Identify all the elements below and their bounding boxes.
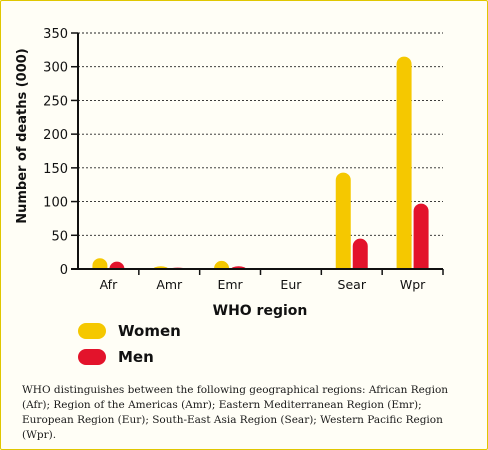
legend-label-women: Women bbox=[118, 322, 181, 340]
bar-women-afr bbox=[92, 258, 108, 269]
y-tick-label: 300 bbox=[43, 61, 68, 76]
x-axis-ticks: Afr Amr Emr Eur Sear Wpr bbox=[100, 269, 444, 292]
bar-women-wpr bbox=[396, 56, 412, 269]
bar-chart: 0 50 100 150 200 250 300 350 Afr Amr Emr Eur Sear Wp… bbox=[15, 27, 444, 319]
legend-swatch-women bbox=[78, 323, 106, 339]
legend-item-men: Men bbox=[78, 346, 154, 368]
y-axis-ticks: 0 50 100 150 200 250 300 350 bbox=[43, 27, 78, 278]
bar-men-sear bbox=[352, 238, 368, 269]
x-tick-label: Emr bbox=[217, 277, 243, 292]
bar-men-wpr bbox=[413, 203, 429, 269]
y-tick-label: 350 bbox=[43, 27, 68, 42]
x-tick-label: Eur bbox=[280, 277, 302, 292]
bar-women-emr bbox=[214, 260, 230, 269]
x-tick-label: Amr bbox=[156, 277, 183, 292]
x-tick-label: Wpr bbox=[400, 277, 426, 292]
bar-men-afr bbox=[109, 261, 125, 269]
bar-women-sear bbox=[335, 172, 351, 269]
y-tick-label: 250 bbox=[43, 94, 68, 109]
y-tick-label: 200 bbox=[43, 128, 68, 143]
x-tick-label: Afr bbox=[100, 277, 119, 292]
y-axis-label: Number of deaths (000) bbox=[15, 48, 30, 224]
x-axis-label: WHO region bbox=[213, 303, 308, 319]
y-tick-label: 50 bbox=[51, 229, 68, 244]
y-tick-label: 150 bbox=[43, 162, 68, 177]
y-tick-label: 0 bbox=[60, 263, 68, 278]
y-tick-label: 100 bbox=[43, 196, 68, 211]
bars bbox=[92, 56, 429, 269]
figure-caption: WHO distinguishes between the following … bbox=[22, 384, 449, 441]
legend-swatch-men bbox=[78, 349, 106, 365]
legend-item-women: Women bbox=[78, 320, 181, 342]
legend-label-men: Men bbox=[118, 348, 154, 366]
x-tick-label: Sear bbox=[338, 277, 367, 292]
gridlines bbox=[78, 32, 443, 236]
